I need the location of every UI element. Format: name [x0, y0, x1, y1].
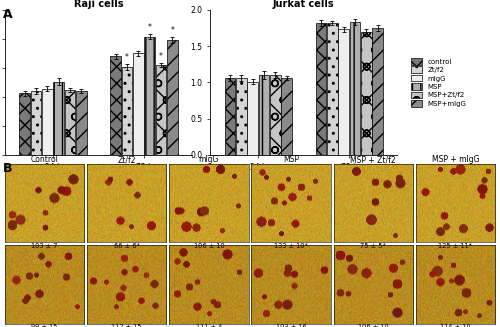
Bar	[144, 37, 155, 155]
Bar	[350, 22, 360, 155]
Text: 106 ± 10: 106 ± 10	[358, 324, 388, 327]
Bar	[110, 56, 121, 155]
Title: Control: Control	[30, 155, 58, 164]
Bar	[327, 23, 338, 155]
Text: B: B	[2, 162, 12, 175]
Bar	[54, 82, 64, 155]
Bar	[156, 65, 166, 155]
Text: 99 ± 15: 99 ± 15	[32, 324, 58, 327]
Title: MSP + mIgG: MSP + mIgG	[432, 155, 479, 164]
Text: A: A	[2, 8, 12, 21]
Title: MSP: MSP	[283, 155, 299, 164]
Title: Raji cells: Raji cells	[74, 0, 124, 9]
Title: MSP + Zt/f2: MSP + Zt/f2	[350, 155, 396, 164]
Text: *: *	[148, 23, 152, 32]
Bar	[258, 75, 270, 155]
Text: 112 ± 15: 112 ± 15	[112, 324, 142, 327]
Bar	[42, 89, 52, 155]
Bar	[30, 91, 42, 155]
Bar	[20, 94, 30, 155]
Bar	[65, 90, 76, 155]
Text: 133 ± 10*: 133 ± 10*	[274, 243, 308, 249]
Text: 114 ± 10: 114 ± 10	[440, 324, 470, 327]
Text: *: *	[159, 52, 163, 61]
Text: 103 ± 16: 103 ± 16	[276, 324, 306, 327]
Title: Jurkat cells: Jurkat cells	[273, 0, 334, 9]
Text: *: *	[125, 53, 129, 62]
Text: 103 ± 7: 103 ± 7	[32, 243, 58, 249]
Bar	[282, 78, 292, 155]
Legend: control, Zt/f2, mIgG, MSP, MSP+Zt/f2, MSP+mIgG: control, Zt/f2, mIgG, MSP, MSP+Zt/f2, MS…	[411, 58, 467, 107]
Bar	[248, 82, 258, 155]
Bar	[167, 40, 178, 155]
Text: *: *	[170, 26, 174, 35]
Title: mIgG: mIgG	[198, 155, 219, 164]
Bar	[372, 28, 383, 155]
Bar	[236, 78, 246, 155]
Bar	[270, 75, 280, 155]
Text: 111 ± 4: 111 ± 4	[196, 324, 222, 327]
Bar	[361, 32, 372, 155]
Bar	[224, 78, 235, 155]
Bar	[133, 53, 143, 155]
Text: 106 ± 10: 106 ± 10	[194, 243, 224, 249]
Bar	[338, 29, 349, 155]
Bar	[76, 91, 87, 155]
Bar	[122, 67, 132, 155]
Text: 66 ± 6*: 66 ± 6*	[114, 243, 140, 249]
Text: 75 ± 5*: 75 ± 5*	[360, 243, 386, 249]
Text: 125 ± 11*: 125 ± 11*	[438, 243, 472, 249]
Bar	[316, 23, 326, 155]
Title: Zt/f2: Zt/f2	[118, 155, 136, 164]
